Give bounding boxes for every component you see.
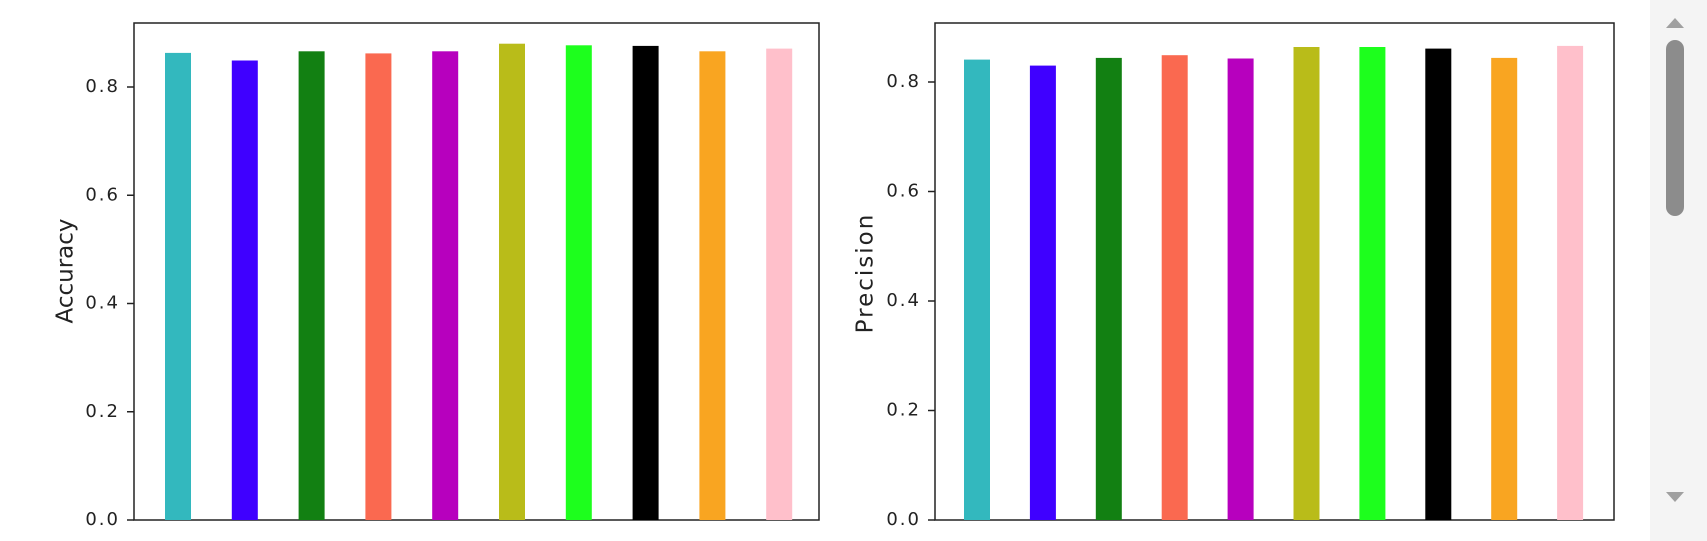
accuracy-bar-10 xyxy=(766,48,793,520)
precision-y-tick-label: 0.0 xyxy=(886,509,921,530)
precision-bar-9 xyxy=(1491,57,1518,521)
accuracy-y-tick-label: 0.0 xyxy=(85,509,120,530)
accuracy-y-ticks: 0.0 0.2 0.4 0.6 0.8 xyxy=(85,76,134,530)
precision-bars xyxy=(964,45,1584,521)
accuracy-y-tick-label: 0.6 xyxy=(85,184,120,205)
accuracy-plot-frame xyxy=(133,22,820,521)
precision-bar-7 xyxy=(1359,47,1386,520)
precision-y-axis-label: Precision xyxy=(853,213,879,334)
vertical-scrollbar[interactable] xyxy=(1650,0,1707,541)
scroll-down-arrow-icon[interactable] xyxy=(1666,492,1684,502)
accuracy-bar-2 xyxy=(231,60,258,520)
scroll-up-arrow-icon[interactable] xyxy=(1666,18,1684,28)
precision-y-ticks: 0.0 0.2 0.4 0.6 0.8 xyxy=(886,71,935,530)
accuracy-bar-6 xyxy=(499,43,525,520)
precision-y-tick-label: 0.6 xyxy=(886,181,921,202)
accuracy-bar-4 xyxy=(365,53,392,521)
accuracy-y-tick-label: 0.4 xyxy=(85,293,120,314)
accuracy-bar-7 xyxy=(565,45,592,521)
precision-y-tick-label: 0.4 xyxy=(886,290,921,311)
precision-bar-1 xyxy=(964,59,990,520)
precision-y-tick-label: 0.2 xyxy=(886,400,921,421)
accuracy-bar-9 xyxy=(699,51,726,521)
precision-bar-2 xyxy=(1029,65,1056,520)
precision-bar-3 xyxy=(1095,57,1122,521)
accuracy-bar-1 xyxy=(165,52,191,521)
precision-bar-5 xyxy=(1227,58,1254,520)
accuracy-bar-3 xyxy=(298,51,325,521)
precision-bar-6 xyxy=(1293,47,1320,520)
accuracy-y-axis-label: Accuracy xyxy=(53,218,79,323)
accuracy-y-tick-label: 0.8 xyxy=(85,76,120,97)
scrollbar-thumb[interactable] xyxy=(1666,40,1684,216)
precision-bar-4 xyxy=(1161,55,1188,520)
accuracy-bars xyxy=(165,43,793,521)
accuracy-bar-chart: 0.0 0.2 0.4 0.6 0.8 Accuracy xyxy=(53,22,820,530)
precision-plot-frame xyxy=(934,22,1615,521)
precision-bar-8 xyxy=(1425,48,1452,520)
accuracy-bar-8 xyxy=(632,45,659,521)
accuracy-y-tick-label: 0.2 xyxy=(85,401,120,422)
precision-y-tick-label: 0.8 xyxy=(886,71,921,92)
precision-bar-10 xyxy=(1557,45,1584,521)
accuracy-bar-5 xyxy=(432,51,459,521)
precision-bar-chart: 0.0 0.2 0.4 0.6 0.8 Precision xyxy=(853,22,1615,530)
